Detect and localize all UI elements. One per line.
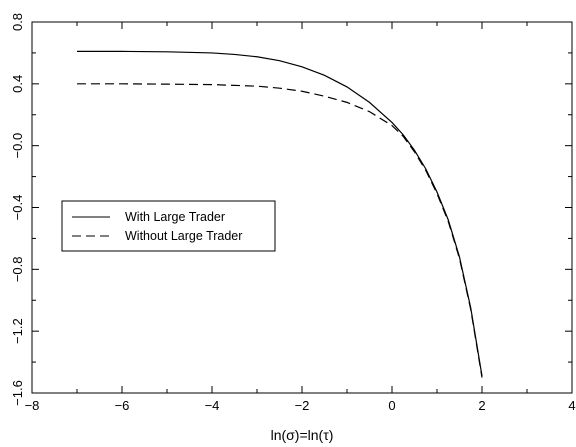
legend-box <box>61 200 276 252</box>
y-tick-label: −0.0 <box>10 133 25 159</box>
y-tick-label: −0.8 <box>10 256 25 282</box>
legend-label-without-large-trader: Without Large Trader <box>125 229 242 243</box>
x-tick-label: −8 <box>25 398 40 413</box>
x-tick-label: 2 <box>478 398 485 413</box>
x-tick-label: −4 <box>205 398 220 413</box>
axis-ticks: −8 −6 −4 −2 0 2 4 −1.6 −1.2 −0.8 −0.4 −0.0 0.4 0.8 <box>10 13 576 413</box>
legend: With Large Trader Without Large Trader <box>61 200 276 252</box>
series-layer <box>77 50 483 378</box>
x-axis-title: ln(σ)=ln(τ) <box>271 427 334 443</box>
series-line-without-large-trader <box>77 83 483 378</box>
x-tick-label: 4 <box>568 398 575 413</box>
legend-label-with-large-trader: With Large Trader <box>125 210 225 224</box>
y-tick-label: −0.4 <box>10 195 25 221</box>
y-tick-label: 0.8 <box>10 13 25 31</box>
y-tick-label: 0.4 <box>10 75 25 93</box>
y-tick-label: −1.2 <box>10 318 25 344</box>
y-tick-label: −1.6 <box>10 380 25 406</box>
x-tick-label: −2 <box>295 398 310 413</box>
x-tick-label: 0 <box>388 398 395 413</box>
x-tick-label: −6 <box>115 398 130 413</box>
